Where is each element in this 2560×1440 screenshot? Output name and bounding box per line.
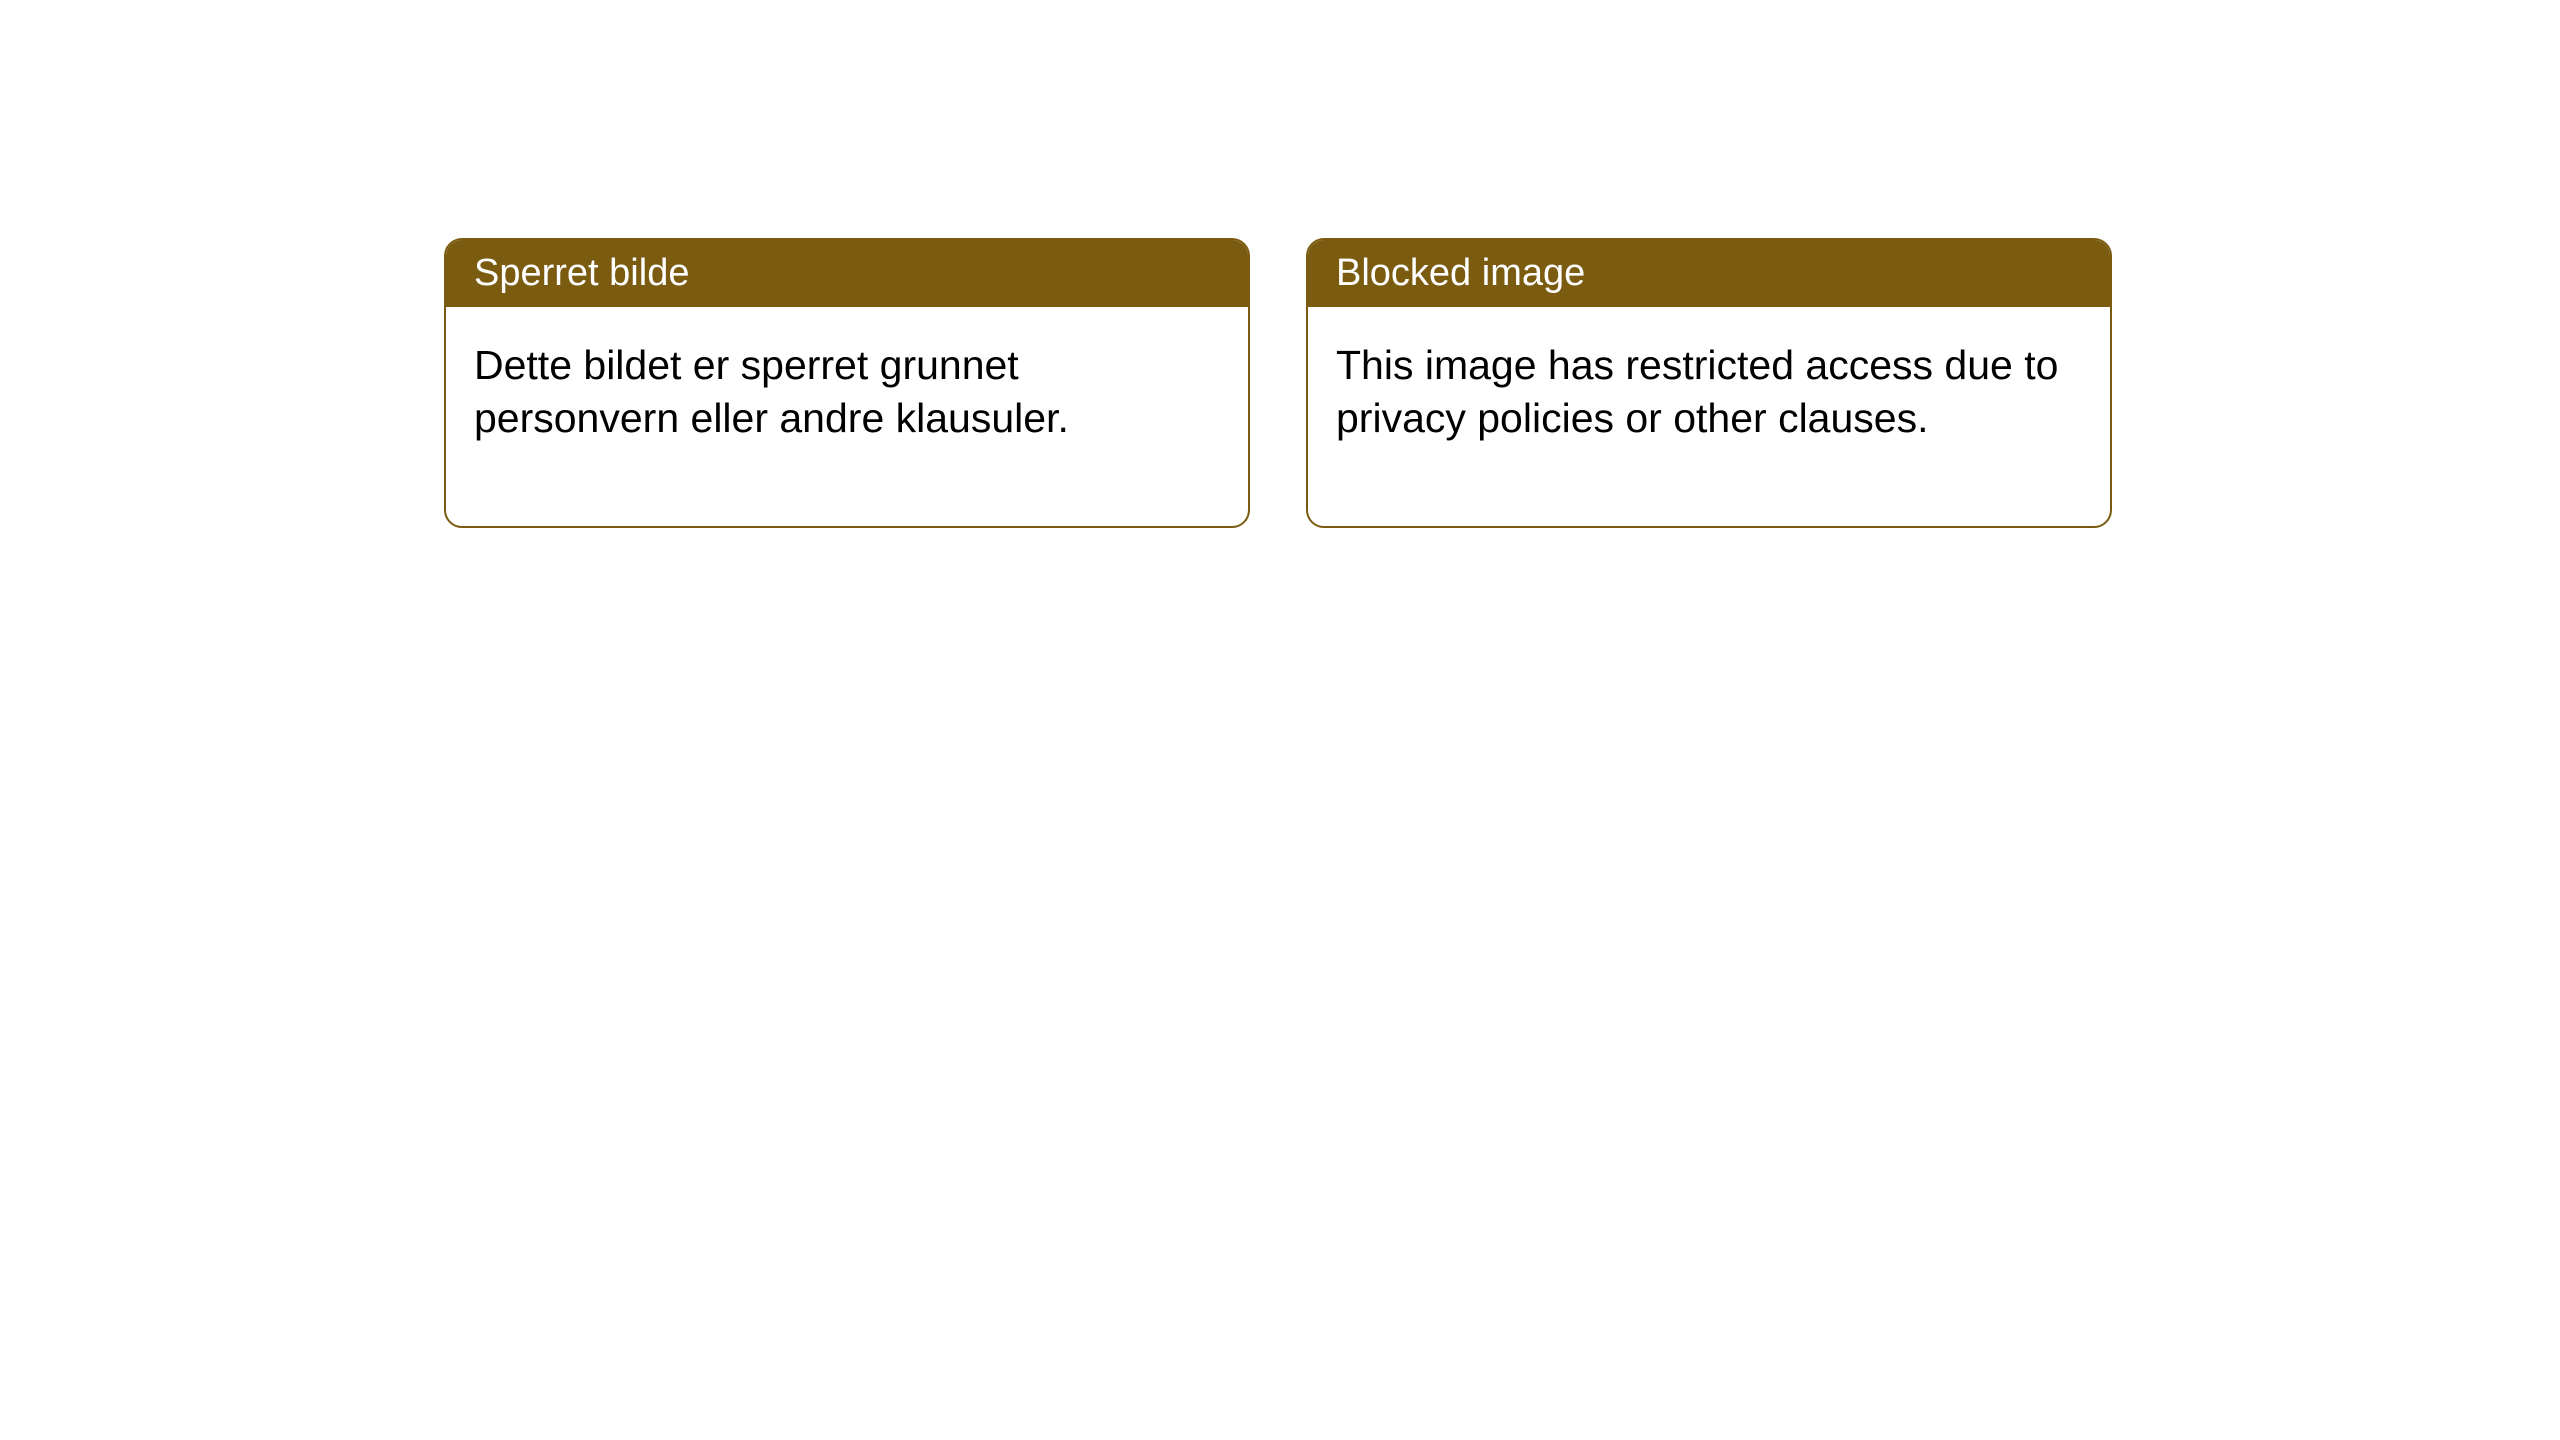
notice-body: This image has restricted access due to … — [1308, 307, 2110, 526]
notice-box-english: Blocked image This image has restricted … — [1306, 238, 2112, 528]
notice-body: Dette bildet er sperret grunnet personve… — [446, 307, 1248, 526]
notice-container: Sperret bilde Dette bildet er sperret gr… — [444, 238, 2112, 528]
notice-header: Blocked image — [1308, 240, 2110, 307]
notice-box-norwegian: Sperret bilde Dette bildet er sperret gr… — [444, 238, 1250, 528]
notice-header: Sperret bilde — [446, 240, 1248, 307]
